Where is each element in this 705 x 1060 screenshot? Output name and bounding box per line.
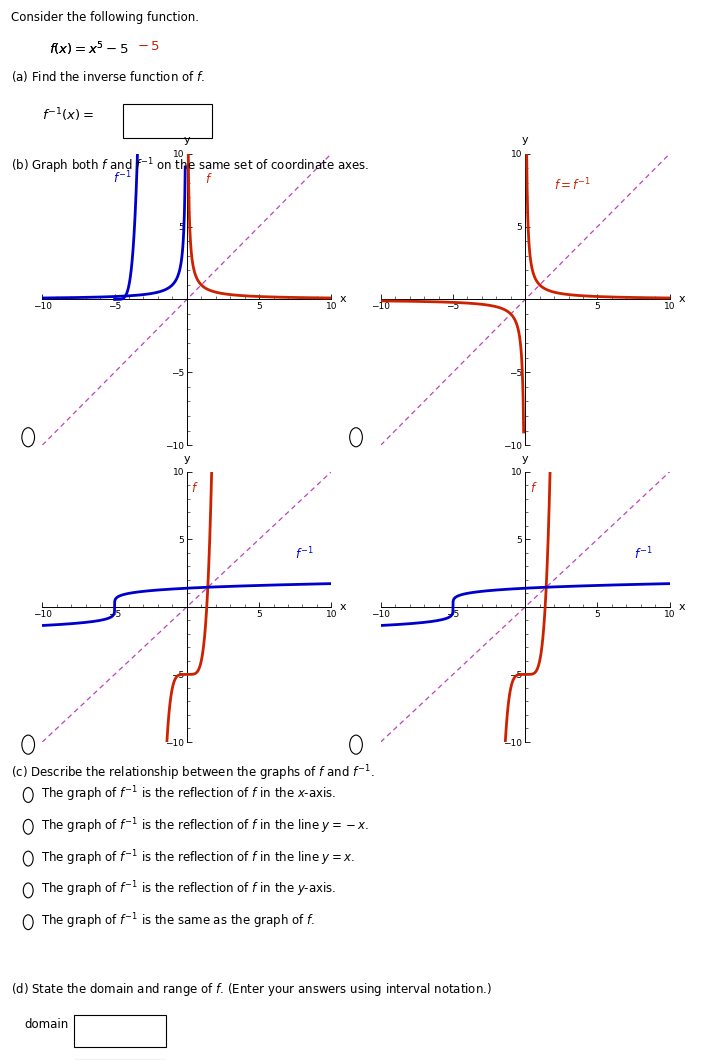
Text: (b) Graph both $\mathit{f}$ and $f^{-1}$ on the same set of coordinate axes.: (b) Graph both $\mathit{f}$ and $f^{-1}$…	[11, 157, 369, 176]
Text: The graph of $f^{-1}$ is the reflection of $\mathit{f}$ in the line $y = -x$.: The graph of $f^{-1}$ is the reflection …	[41, 816, 369, 835]
Text: y: y	[183, 135, 190, 145]
Text: (c) Describe the relationship between the graphs of $\mathit{f}$ and $f^{-1}$.: (c) Describe the relationship between th…	[11, 763, 374, 782]
Text: The graph of $f^{-1}$ is the same as the graph of $\mathit{f}$.: The graph of $f^{-1}$ is the same as the…	[41, 912, 314, 931]
Text: The graph of $f^{-1}$ is the reflection of $\mathit{f}$ in the line $y = x$.: The graph of $f^{-1}$ is the reflection …	[41, 848, 355, 867]
Text: The graph of $f^{-1}$ is the reflection of $\mathit{f}$ in the $y$-axis.: The graph of $f^{-1}$ is the reflection …	[41, 880, 336, 899]
Text: $-\, 5$: $-\, 5$	[137, 40, 160, 53]
Text: $f$: $f$	[191, 481, 199, 495]
Text: (a) Find the inverse function of $\mathit{f}$.: (a) Find the inverse function of $\mathi…	[11, 69, 204, 84]
Text: $f^{-1}$: $f^{-1}$	[113, 170, 131, 185]
Text: domain: domain	[25, 1018, 69, 1030]
Text: $f = f^{-1}$: $f = f^{-1}$	[554, 177, 591, 193]
Text: The graph of $f^{-1}$ is the reflection of $\mathit{f}$ in the $x$-axis.: The graph of $f^{-1}$ is the reflection …	[41, 784, 336, 803]
Text: $f$: $f$	[204, 172, 212, 185]
Text: $f^{-1}$: $f^{-1}$	[295, 546, 314, 563]
Text: y: y	[522, 135, 529, 145]
Text: x: x	[678, 602, 685, 612]
Text: $f^{-1}(x) =$: $f^{-1}(x) =$	[42, 106, 94, 124]
Text: Consider the following function.: Consider the following function.	[11, 11, 199, 23]
Text: x: x	[340, 295, 347, 304]
Text: $\mathit{f}(x) = x^5 - 5$: $\mathit{f}(x) = x^5 - 5$	[49, 40, 129, 58]
Text: $f$: $f$	[529, 481, 537, 495]
Text: x: x	[678, 295, 685, 304]
Text: $\mathit{f}(x) = x^5\;\;$: $\mathit{f}(x) = x^5\;\;$	[49, 40, 104, 58]
Text: y: y	[183, 454, 190, 463]
Text: y: y	[522, 454, 529, 463]
Text: x: x	[340, 602, 347, 612]
Text: $f^{-1}$: $f^{-1}$	[634, 546, 652, 563]
Text: (d) State the domain and range of $\mathit{f}$. (Enter your answers using interv: (d) State the domain and range of $\math…	[11, 980, 491, 997]
